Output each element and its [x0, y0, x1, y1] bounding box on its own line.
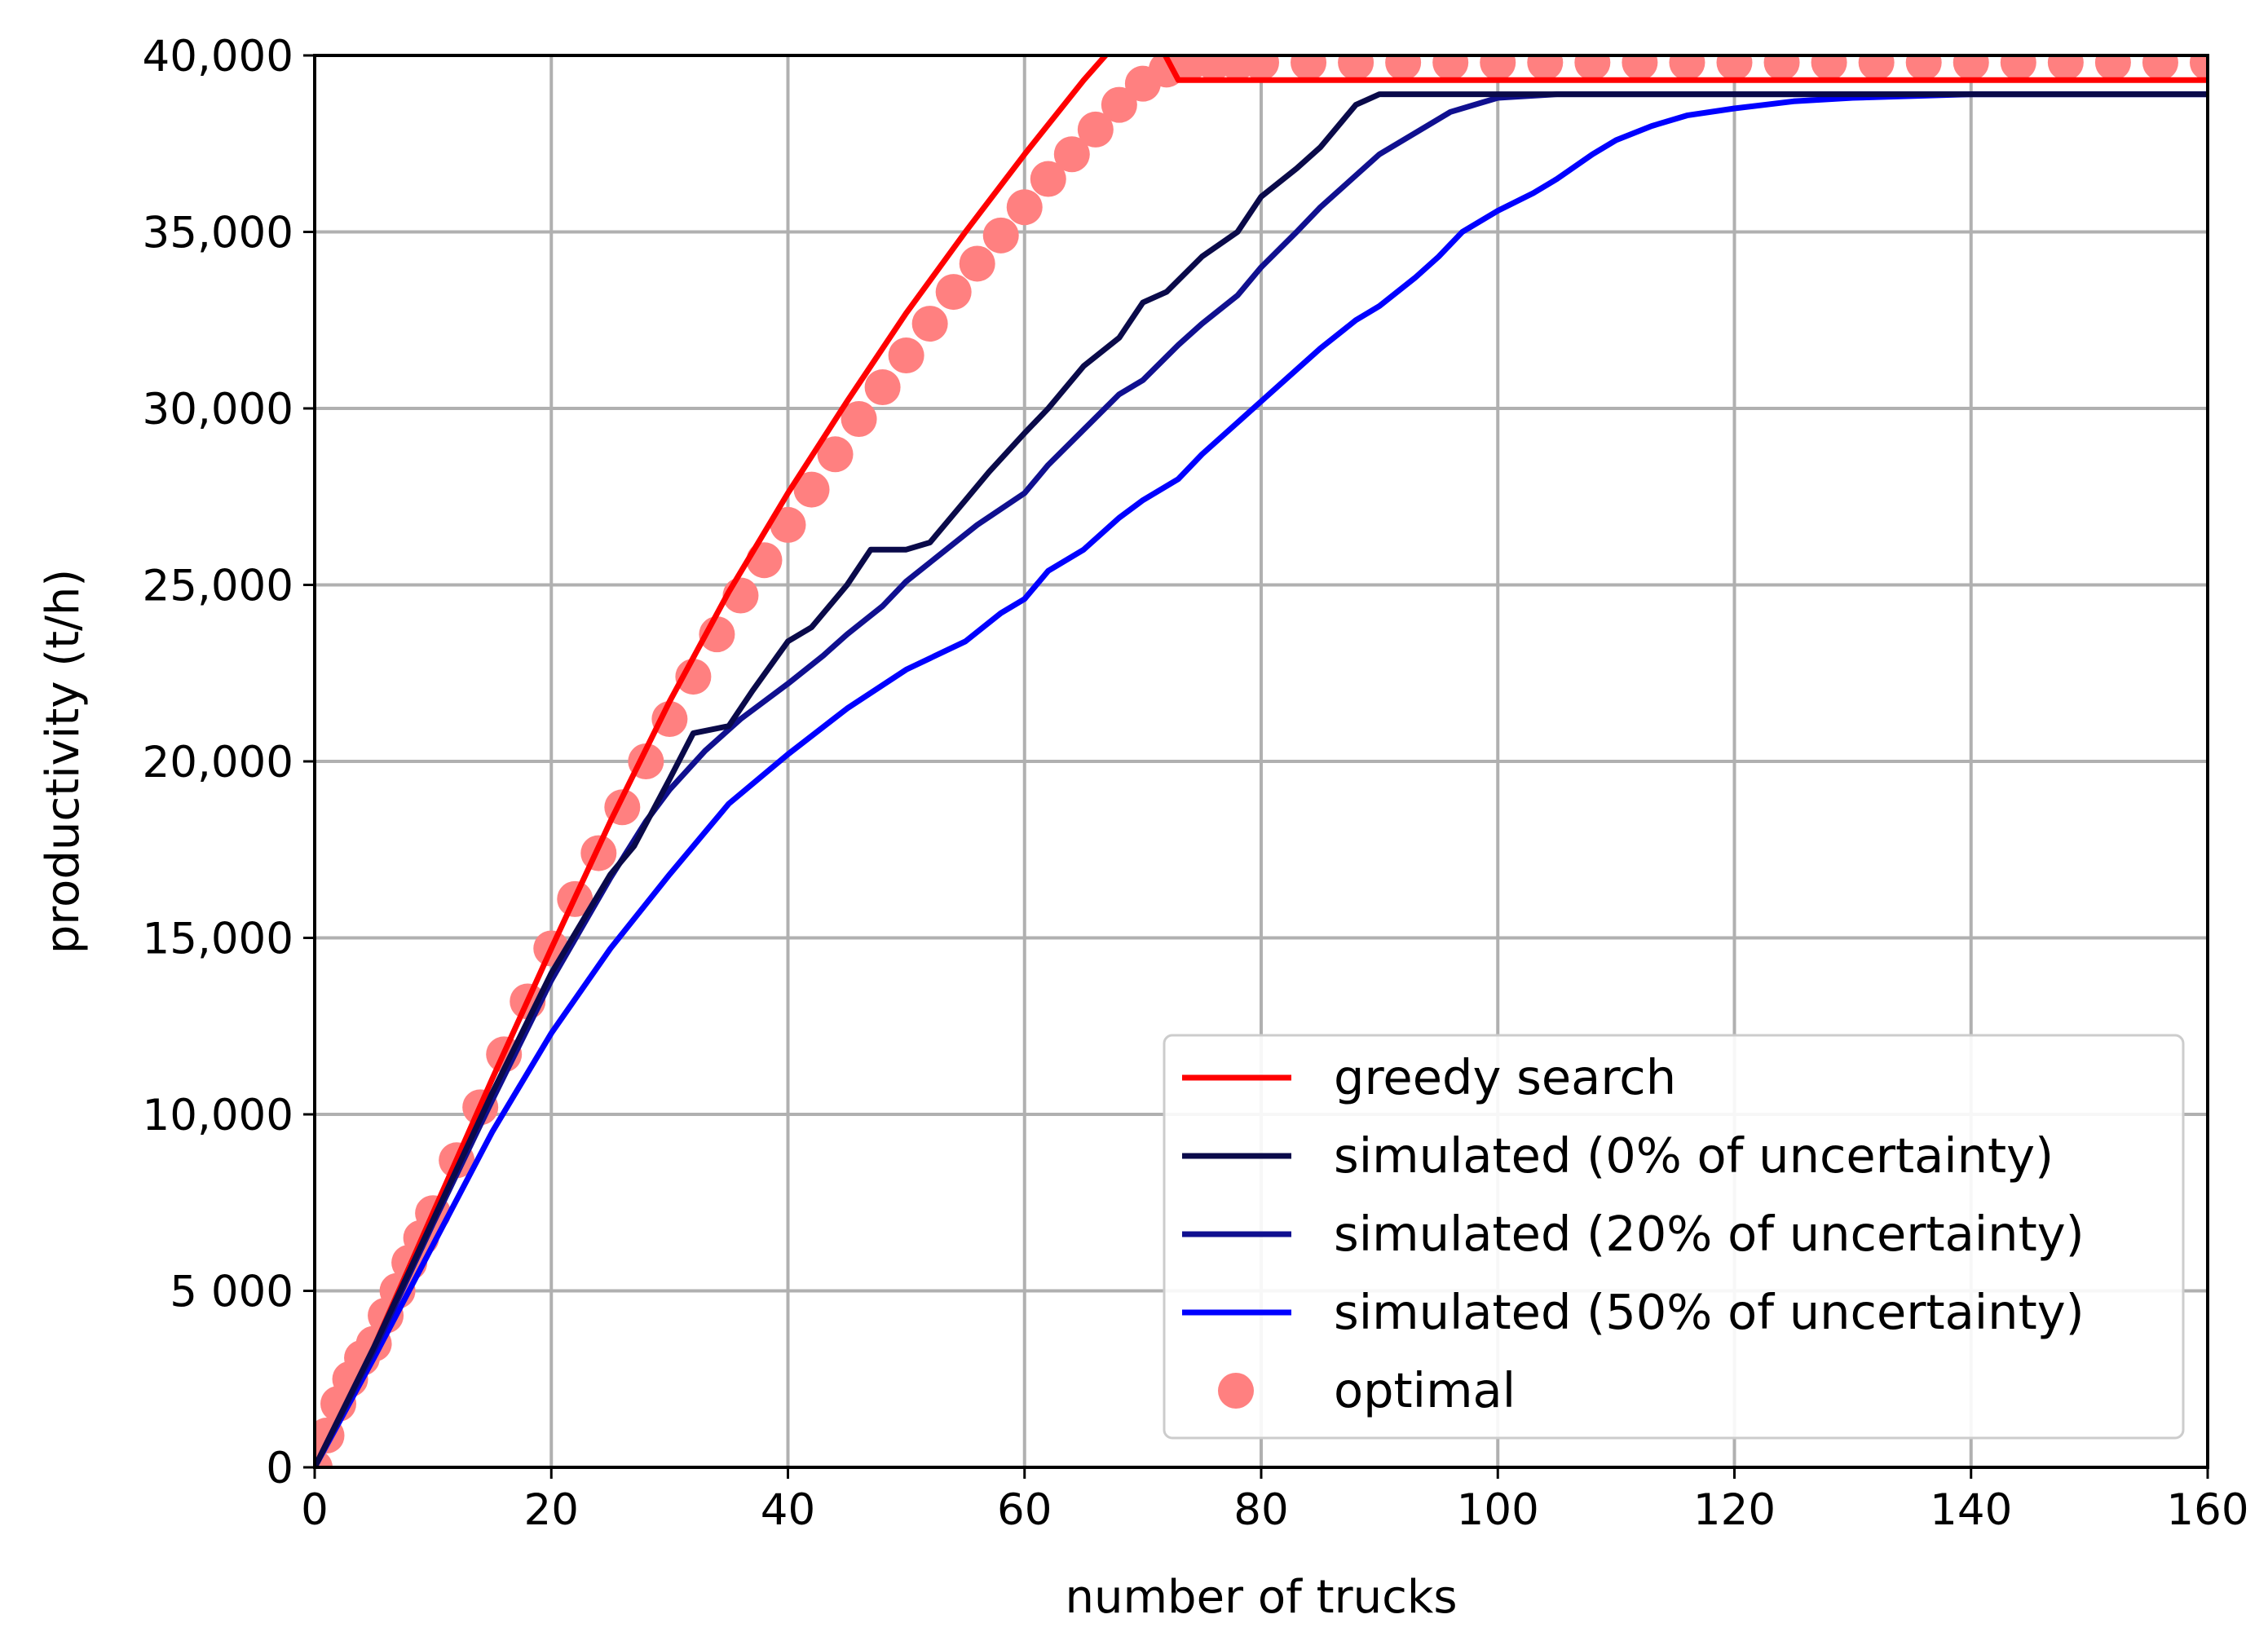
- optimal-point: [982, 217, 1019, 254]
- y-tick-label: 5 000: [170, 1268, 293, 1317]
- legend: greedy search simulated (0% of uncertaint…: [1163, 1034, 2185, 1440]
- optimal-point: [1291, 55, 1327, 81]
- optimal-point: [1527, 55, 1564, 81]
- x-axis: 0 20 40 60 80 100 120 140 160: [301, 1467, 2249, 1535]
- legend-label: optimal: [1334, 1362, 1516, 1418]
- optimal-point: [651, 701, 688, 738]
- optimal-point: [793, 471, 830, 508]
- optimal-point: [675, 659, 712, 695]
- x-tick-label: 20: [524, 1485, 579, 1535]
- optimal-point: [1622, 55, 1658, 81]
- legend-label: simulated (20% of uncertainty): [1334, 1206, 2085, 1262]
- optimal-point: [1953, 55, 1989, 81]
- y-tick-label: 15,000: [143, 915, 293, 964]
- legend-label: simulated (0% of uncertainty): [1334, 1127, 2054, 1184]
- legend-label: simulated (50% of uncertainty): [1334, 1284, 2085, 1340]
- y-tick-label: 30,000: [143, 385, 293, 434]
- y-tick-label: 0: [266, 1444, 293, 1493]
- optimal-point: [1905, 55, 1942, 81]
- legend-label: greedy search: [1334, 1049, 1676, 1105]
- optimal-point: [1053, 136, 1090, 173]
- optimal-point: [1432, 55, 1469, 81]
- optimal-point: [1338, 55, 1374, 81]
- optimal-point: [770, 506, 806, 543]
- x-tick-label: 0: [301, 1485, 329, 1535]
- optimal-point: [1030, 161, 1066, 197]
- series-line-simulated-0-of-uncertainty: [315, 91, 2208, 1467]
- optimal-point: [2000, 55, 2036, 81]
- optimal-point: [1811, 55, 1847, 81]
- optimal-point: [817, 436, 854, 473]
- optimal-point: [1669, 55, 1705, 81]
- y-axis: 0 5 000 10,000 15,000 20,000 25,000 30,000 35,0…: [143, 32, 315, 1493]
- optimal-point: [746, 542, 783, 579]
- x-tick-label: 120: [1693, 1485, 1776, 1535]
- optimal-point: [935, 274, 972, 311]
- optimal-point: [1101, 86, 1137, 123]
- optimal-point: [1006, 189, 1043, 226]
- x-tick-label: 40: [761, 1485, 815, 1535]
- optimal-point: [2094, 55, 2131, 81]
- series-line-simulated-50-of-uncertainty: [315, 91, 2208, 1467]
- optimal-point: [2142, 55, 2178, 81]
- optimal-point: [1574, 55, 1611, 81]
- optimal-point: [911, 306, 948, 342]
- optimal-point: [1480, 55, 1516, 81]
- x-tick-label: 100: [1457, 1485, 1539, 1535]
- optimal-point: [1077, 111, 1114, 148]
- y-axis-label: productivity (t/h): [37, 569, 90, 955]
- y-tick-label: 40,000: [143, 32, 293, 82]
- plot-area: [315, 55, 2208, 1467]
- optimal-point: [1858, 55, 1895, 81]
- y-tick-label: 35,000: [143, 209, 293, 258]
- x-tick-label: 60: [997, 1485, 1052, 1535]
- x-tick-label: 140: [1930, 1485, 2012, 1535]
- series-layer: [315, 55, 2208, 1467]
- optimal-point: [864, 369, 901, 406]
- legend-box: [1163, 1034, 2185, 1440]
- legend-marker: [1218, 1373, 1254, 1409]
- optimal-point: [2047, 55, 2084, 81]
- optimal-point: [2190, 55, 2208, 81]
- optimal-point: [1385, 55, 1422, 81]
- y-tick-label: 20,000: [143, 738, 293, 787]
- optimal-point: [841, 400, 877, 437]
- y-tick-label: 25,000: [143, 562, 293, 611]
- x-tick-label: 160: [2166, 1485, 2248, 1535]
- x-axis-label: number of trucks: [1065, 1571, 1457, 1624]
- optimal-point: [1716, 55, 1753, 81]
- optimal-point: [1763, 55, 1800, 81]
- x-tick-label: 80: [1233, 1485, 1288, 1535]
- series-line-greedy-search: [315, 55, 2208, 1467]
- optimal-point: [888, 337, 924, 374]
- optimal-point: [959, 245, 995, 282]
- optimal-point: [1243, 55, 1279, 81]
- y-tick-label: 10,000: [143, 1091, 293, 1140]
